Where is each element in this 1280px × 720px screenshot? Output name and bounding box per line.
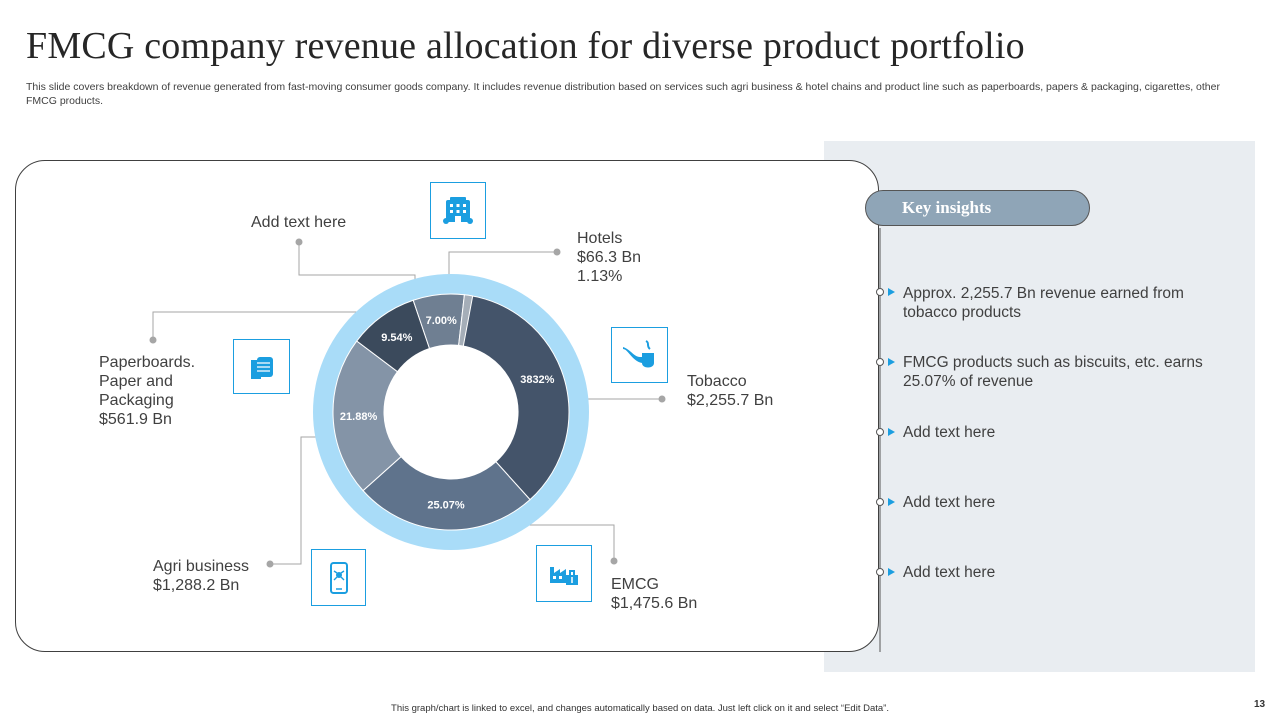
- insight-arrow-icon: [888, 358, 895, 366]
- percent-label: 21.88%: [340, 411, 378, 423]
- insight-item: Approx. 2,255.7 Bn revenue earned from t…: [903, 285, 1184, 321]
- insight-item: Add text here: [903, 564, 996, 581]
- insight-arrow-icon: [888, 288, 895, 296]
- page-subtitle: This slide covers breakdown of revenue g…: [26, 81, 1220, 107]
- key-insights-heading: Key insights: [865, 190, 1090, 226]
- page-number: 13: [1254, 699, 1266, 710]
- footer-note: This graph/chart is linked to excel, and…: [391, 703, 889, 714]
- leader-dot: [266, 560, 274, 568]
- page-title: FMCG company revenue allocation for dive…: [26, 25, 1025, 67]
- insight-bullet: [876, 568, 884, 576]
- label-paperboards: Paperboards. Paper and Packaging $561.9 …: [99, 354, 196, 428]
- percent-labels: 3832% 25.07% 21.88% 9.54% 7.00%: [340, 315, 555, 511]
- leader-dots: [149, 238, 666, 568]
- percent-label: 25.07%: [427, 499, 465, 511]
- leader-dot: [149, 336, 157, 344]
- percent-label: 3832%: [520, 374, 554, 386]
- insight-bullet: [876, 358, 884, 366]
- leader-dot: [610, 557, 618, 565]
- insight-bullet: [876, 498, 884, 506]
- insight-bullet: [876, 428, 884, 436]
- insight-markers: [876, 288, 895, 576]
- insight-item: Add text here: [903, 424, 996, 441]
- mobile-app-icon: [311, 549, 366, 606]
- label-emcg: EMCG $1,475.6 Bn: [611, 576, 698, 612]
- insight-item: Add text here: [903, 494, 996, 511]
- label-hotels: Hotels $66.3 Bn 1.13%: [577, 230, 642, 285]
- insight-bullet: [876, 288, 884, 296]
- hotel-building-icon: [430, 182, 486, 239]
- label-tobacco: Tobacco $2,255.7 Bn: [687, 373, 774, 409]
- insight-arrow-icon: [888, 568, 895, 576]
- label-add-text: Add text here: [251, 214, 347, 231]
- insight-arrow-icon: [888, 498, 895, 506]
- label-agri: Agri business $1,288.2 Bn: [153, 558, 250, 594]
- leader-dot: [553, 248, 561, 256]
- leader-dot: [295, 238, 303, 246]
- leader-dot: [658, 395, 666, 403]
- percent-label: 7.00%: [426, 315, 457, 327]
- paper-roll-icon: [233, 339, 290, 394]
- factory-package-icon: [536, 545, 592, 602]
- insights-panel: [824, 141, 1255, 672]
- percent-label: 9.54%: [381, 332, 412, 344]
- insight-arrow-icon: [888, 428, 895, 436]
- insight-item: FMCG products such as biscuits, etc. ear…: [903, 354, 1203, 390]
- donut-hole: [384, 345, 518, 479]
- donut-slices: [332, 293, 570, 531]
- pipe-icon: [611, 327, 668, 383]
